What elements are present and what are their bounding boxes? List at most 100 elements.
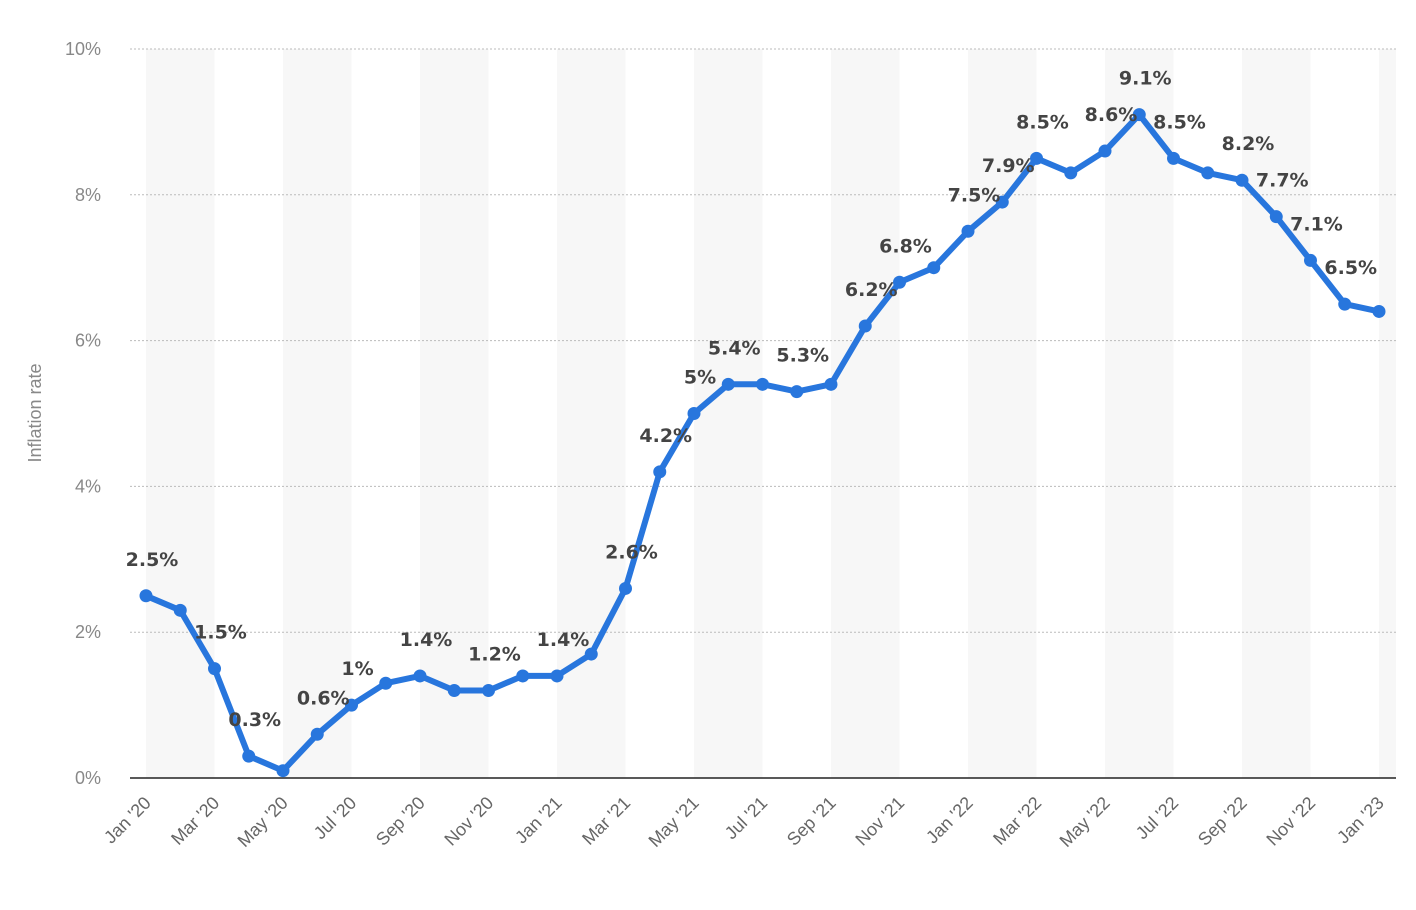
data-point xyxy=(619,581,632,595)
x-tick-label: Nov '22 xyxy=(1262,793,1319,850)
data-point xyxy=(756,377,769,391)
y-gridlines xyxy=(130,48,1396,633)
column-band xyxy=(694,49,763,778)
data-point xyxy=(276,764,290,778)
data-point xyxy=(687,407,701,420)
data-point xyxy=(379,676,393,690)
data-point xyxy=(584,647,598,661)
data-label: 6.8% xyxy=(879,235,932,257)
data-label: 2.6% xyxy=(605,541,658,563)
data-point xyxy=(208,662,221,676)
data-label: 7.9% xyxy=(982,155,1035,177)
data-point xyxy=(1201,166,1215,180)
x-tick-label: Nov '20 xyxy=(440,793,497,850)
data-point xyxy=(1030,151,1043,165)
data-label: 6.5% xyxy=(1324,257,1377,279)
series-points xyxy=(139,108,1386,778)
data-point xyxy=(995,195,1009,209)
data-point xyxy=(1269,210,1283,224)
data-label: 8.5% xyxy=(1016,111,1069,133)
x-tick-label: Jul '22 xyxy=(1132,793,1183,844)
data-point xyxy=(824,377,838,391)
data-point xyxy=(927,261,941,275)
data-label: 6.2% xyxy=(845,279,898,301)
x-tick-label: Nov '21 xyxy=(851,793,908,850)
data-point xyxy=(721,377,735,391)
data-point xyxy=(516,669,530,683)
data-labels: 2.5% 1.5% 0.3% 0.6% 1% 1.4% 1.2% 1.4% 2.6% 4.2% 5%… xyxy=(126,68,1377,732)
x-tick-label: Mar '21 xyxy=(578,793,634,849)
data-point xyxy=(790,385,804,399)
x-tick-label: Jul '21 xyxy=(721,793,772,844)
data-label: 8.6% xyxy=(1085,104,1138,126)
x-tick-label: May '22 xyxy=(1056,793,1114,851)
data-label: 1% xyxy=(341,658,373,680)
data-label: 1.4% xyxy=(537,629,590,651)
data-label: 4.2% xyxy=(639,425,692,447)
x-tick-label: May '20 xyxy=(234,793,292,851)
data-label: 1.5% xyxy=(194,622,247,644)
data-label: 5.3% xyxy=(776,345,829,367)
data-label: 8.5% xyxy=(1153,111,1206,133)
column-band xyxy=(146,49,215,778)
data-label: 7.5% xyxy=(948,184,1001,206)
x-axis-ticks: Jan '20 Mar '20 May '20 Jul '20 Sep '20 Nov '… xyxy=(100,793,1388,851)
y-tick-label: 4% xyxy=(75,476,101,496)
x-tick-label: Sep '20 xyxy=(372,793,429,850)
data-point xyxy=(893,275,906,289)
x-tick-label: Jan '23 xyxy=(1333,793,1388,848)
column-band xyxy=(1242,49,1311,778)
column-band xyxy=(283,49,352,778)
data-point xyxy=(482,684,495,698)
column-band xyxy=(420,49,489,778)
data-label: 5% xyxy=(684,367,716,389)
data-point xyxy=(1064,166,1078,180)
data-label: 0.6% xyxy=(297,687,350,709)
y-axis-title: Inflation rate xyxy=(25,363,45,462)
y-tick-label: 8% xyxy=(75,185,101,205)
y-tick-label: 0% xyxy=(75,768,101,788)
data-label: 7.7% xyxy=(1256,170,1309,192)
data-point xyxy=(413,669,427,683)
data-point xyxy=(173,603,187,617)
column-band xyxy=(831,49,900,778)
data-label: 1.4% xyxy=(400,629,453,651)
x-tick-label: Sep '21 xyxy=(783,793,840,850)
data-point xyxy=(139,589,153,603)
data-label: 0.3% xyxy=(228,709,281,731)
x-tick-label: Jul '20 xyxy=(310,793,361,844)
data-point xyxy=(310,727,324,741)
alternating-bands xyxy=(146,49,1396,778)
data-label: 2.5% xyxy=(126,549,179,571)
column-band xyxy=(1105,49,1174,778)
y-axis-ticks: 0% 2% 4% 6% 8% 10% xyxy=(65,39,101,788)
x-tick-label: May '21 xyxy=(645,793,703,851)
column-band xyxy=(1379,49,1396,778)
data-point xyxy=(1372,304,1386,318)
x-tick-label: Jan '20 xyxy=(100,793,155,848)
x-tick-label: Mar '22 xyxy=(989,793,1045,849)
data-point xyxy=(1304,253,1317,267)
x-tick-label: Sep '22 xyxy=(1194,793,1251,850)
data-point xyxy=(447,684,461,698)
data-point xyxy=(1098,144,1112,158)
data-label: 1.2% xyxy=(468,644,521,666)
x-tick-label: Mar '20 xyxy=(167,793,223,849)
data-label: 7.1% xyxy=(1290,213,1343,235)
data-point xyxy=(1235,173,1249,187)
data-point xyxy=(550,669,564,683)
data-label: 9.1% xyxy=(1119,68,1172,90)
x-tick-label: Jan '22 xyxy=(922,793,977,848)
data-point xyxy=(1338,297,1352,311)
data-point xyxy=(858,319,872,333)
y-tick-label: 2% xyxy=(75,622,101,642)
data-point xyxy=(1132,108,1146,122)
data-point xyxy=(961,224,975,238)
data-point xyxy=(1167,151,1180,165)
data-point xyxy=(345,698,358,712)
data-label: 5.4% xyxy=(708,337,761,359)
data-point xyxy=(242,749,256,763)
data-point xyxy=(653,465,667,479)
x-tick-label: Jan '21 xyxy=(511,793,566,848)
